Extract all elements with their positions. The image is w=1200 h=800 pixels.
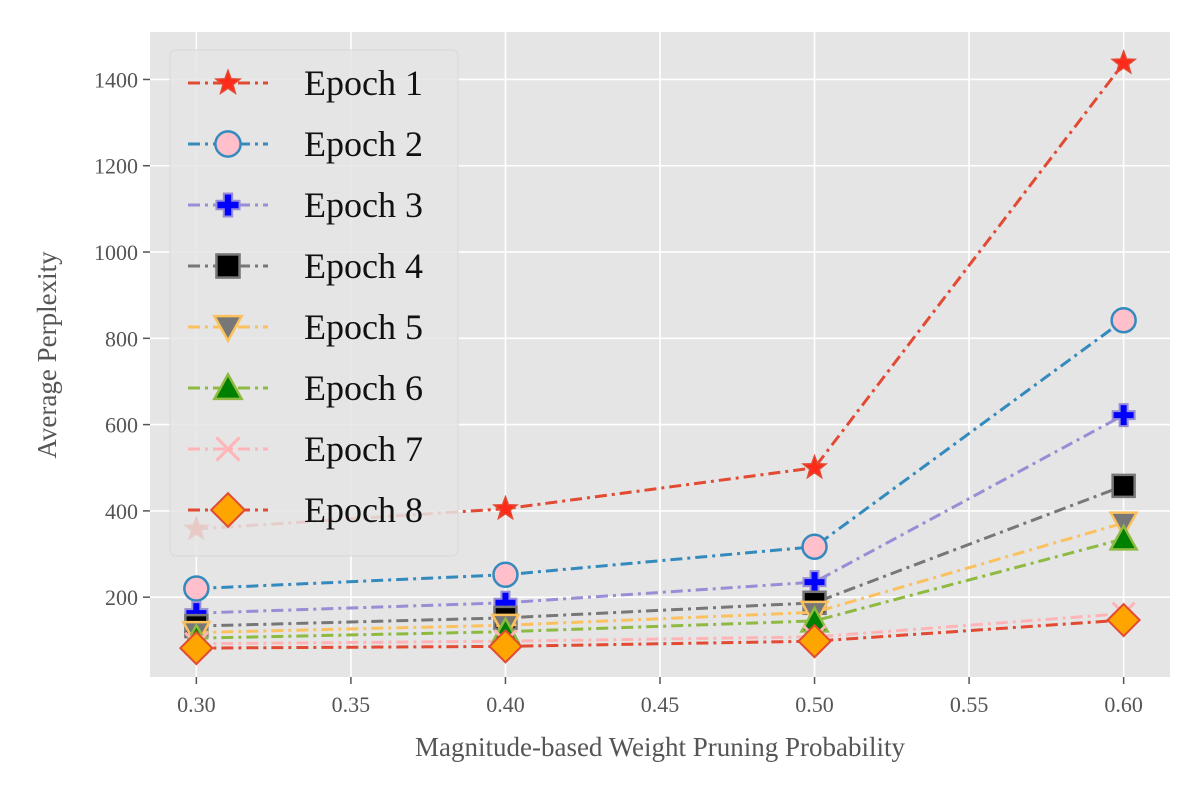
square-marker [215,253,241,279]
x-tick-label: 0.30 [177,692,216,717]
y-tick-label: 800 [105,326,138,351]
diamond-marker [797,623,832,659]
triangle-up-marker [1108,523,1139,551]
square-marker [1111,473,1136,499]
legend-label: Epoch 4 [304,246,423,286]
x-tick-label: 0.50 [795,692,834,717]
legend-label: Epoch 5 [304,307,423,347]
star-marker [491,494,519,521]
plus-marker [215,192,241,218]
diamond-marker [1106,602,1142,638]
triangle-down-marker [212,314,244,344]
star-marker [801,453,829,480]
legend-label: Epoch 3 [304,185,423,225]
x-tick-label: 0.60 [1104,692,1143,717]
x-axis-label: Magnitude-based Weight Pruning Probabili… [415,732,906,762]
x-tick-label: 0.40 [486,692,525,717]
x-tick-label: 0.45 [641,692,680,717]
legend-box [169,49,459,557]
legend-label: Epoch 2 [304,124,423,164]
x-axis-ticks: 0.30 0.35 0.40 0.45 0.50 0.55 0.60 [177,677,1143,717]
diamond-marker [488,628,523,664]
series-2 [183,306,1137,602]
legend: Epoch 1 Epoch 2 Epoch 3 Epoch 4 Epoch 5 Epoch… [169,49,459,557]
legend-label: Epoch 7 [304,429,423,469]
y-tick-label: 1400 [94,67,138,92]
circle-marker [183,575,210,602]
star-marker [1110,48,1138,75]
plus-marker [1111,403,1136,428]
legend-entry: Epoch 2 [188,124,423,164]
legend-entry: Epoch 7 [188,429,423,469]
series-line [196,612,1124,646]
diamond-marker [178,630,214,666]
series-line [196,537,1125,640]
y-axis-ticks: 200 400 600 800 1000 1200 1400 [94,67,150,610]
x-marker [215,436,241,462]
y-tick-label: 400 [105,499,138,524]
series-line [196,413,1125,615]
series-line [196,618,1124,650]
circle-marker [214,130,242,158]
y-tick-label: 200 [105,585,138,610]
legend-entry: Epoch 3 [188,185,423,225]
y-tick-label: 600 [105,413,138,438]
circle-marker [801,533,828,560]
legend-label: Epoch 1 [304,63,423,103]
legend-entry: Epoch 1 [188,63,423,103]
series-line [196,521,1125,635]
series-line [196,484,1125,628]
x-tick-label: 0.35 [332,692,371,717]
legend-label: Epoch 6 [304,368,423,408]
series-line [196,318,1125,591]
y-tick-label: 1000 [94,240,138,265]
legend-entry: Epoch 8 [188,490,423,530]
circle-marker [492,561,519,588]
series-8 [178,602,1142,666]
triangle-up-marker [212,371,244,401]
diamond-marker [209,491,247,529]
y-axis-label: Average Perplexity [32,251,62,459]
star-marker [213,68,243,95]
circle-marker [1110,306,1137,334]
y-tick-label: 1200 [94,154,138,179]
legend-entry: Epoch 6 [188,368,423,408]
series-3 [184,403,1136,626]
legend-entry: Epoch 5 [188,307,423,347]
legend-label: Epoch 8 [304,490,423,530]
series-group [178,48,1142,666]
legend-entry: Epoch 4 [188,246,423,286]
x-tick-label: 0.55 [950,692,989,717]
